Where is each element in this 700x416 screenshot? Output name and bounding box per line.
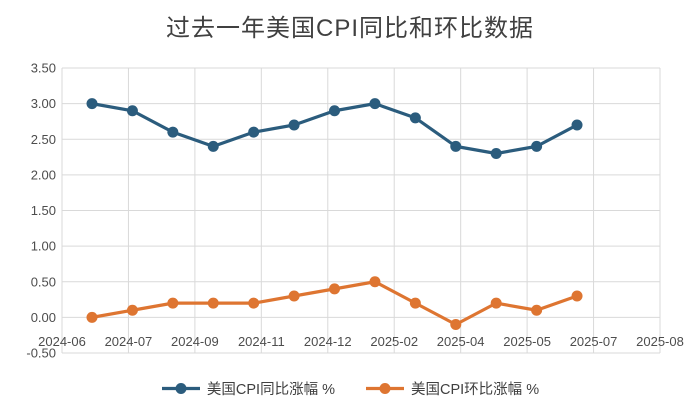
series-0-point	[167, 126, 179, 138]
series-0-point	[369, 98, 381, 110]
series-1-point	[531, 304, 543, 316]
y-tick-label: 1.50	[31, 203, 56, 218]
y-tick-label: 0.50	[31, 274, 56, 289]
series-0-point	[248, 126, 260, 138]
x-tick-label: 2024-12	[304, 334, 352, 349]
series-0-point	[288, 119, 300, 131]
x-tick-label: 2025-07	[570, 334, 618, 349]
series-0-point	[531, 140, 543, 152]
series-1-point	[86, 311, 98, 323]
chart-title: 过去一年美国CPI同比和环比数据	[165, 15, 534, 42]
legend-item-cpi-yoy: 美国CPI同比涨幅 %	[161, 378, 335, 399]
x-tick-label: 2025-05	[503, 334, 551, 349]
series-0-point	[86, 98, 98, 110]
y-tick-label: 2.50	[31, 132, 56, 147]
legend-label-cpi-mom: 美国CPI环比涨幅 %	[411, 381, 540, 398]
series-1-point	[490, 297, 502, 309]
mom-series-marker	[366, 382, 404, 394]
x-tick-label: 2024-11	[238, 334, 285, 349]
y-tick-label: 2.00	[31, 167, 56, 182]
yoy-series-marker	[161, 382, 200, 394]
y-tick-label: 3.50	[31, 61, 56, 76]
series-0-point	[126, 105, 138, 117]
series-1-point	[207, 297, 219, 309]
x-tick-label: 2025-04	[437, 334, 485, 349]
series-1-point	[248, 297, 260, 309]
series-0-point	[571, 119, 583, 131]
series-1-point	[288, 290, 300, 302]
y-tick-label: -0.50	[26, 346, 56, 361]
y-tick-label: 1.00	[31, 239, 56, 254]
series-1-point	[571, 290, 583, 302]
legend: 美国CPI同比涨幅 % 美国CPI环比涨幅 %	[0, 372, 700, 404]
series-1-point	[329, 283, 341, 295]
y-tick-label: 3.00	[31, 96, 56, 111]
series-0-point	[409, 112, 421, 124]
series-1-point	[126, 304, 138, 316]
series-0-point	[207, 140, 219, 152]
legend-label-cpi-yoy: 美国CPI同比涨幅 %	[206, 381, 335, 398]
x-tick-label: 2025-02	[370, 334, 418, 349]
series-1-point	[167, 297, 179, 309]
series-0-point	[450, 140, 462, 152]
series-1-point	[409, 297, 421, 309]
y-tick-label: 0.00	[31, 310, 56, 325]
series-1-point	[450, 319, 462, 330]
series-0-point	[490, 148, 502, 159]
x-tick-label: 2024-07	[105, 334, 153, 349]
x-tick-label: 2024-09	[171, 334, 219, 349]
x-tick-label: 2025-08	[636, 334, 684, 349]
series-0-point	[329, 105, 341, 117]
x-tick-label: 2024-06	[38, 334, 86, 349]
series-1-point	[369, 276, 381, 288]
legend-item-cpi-mom: 美国CPI环比涨幅 %	[365, 378, 539, 399]
